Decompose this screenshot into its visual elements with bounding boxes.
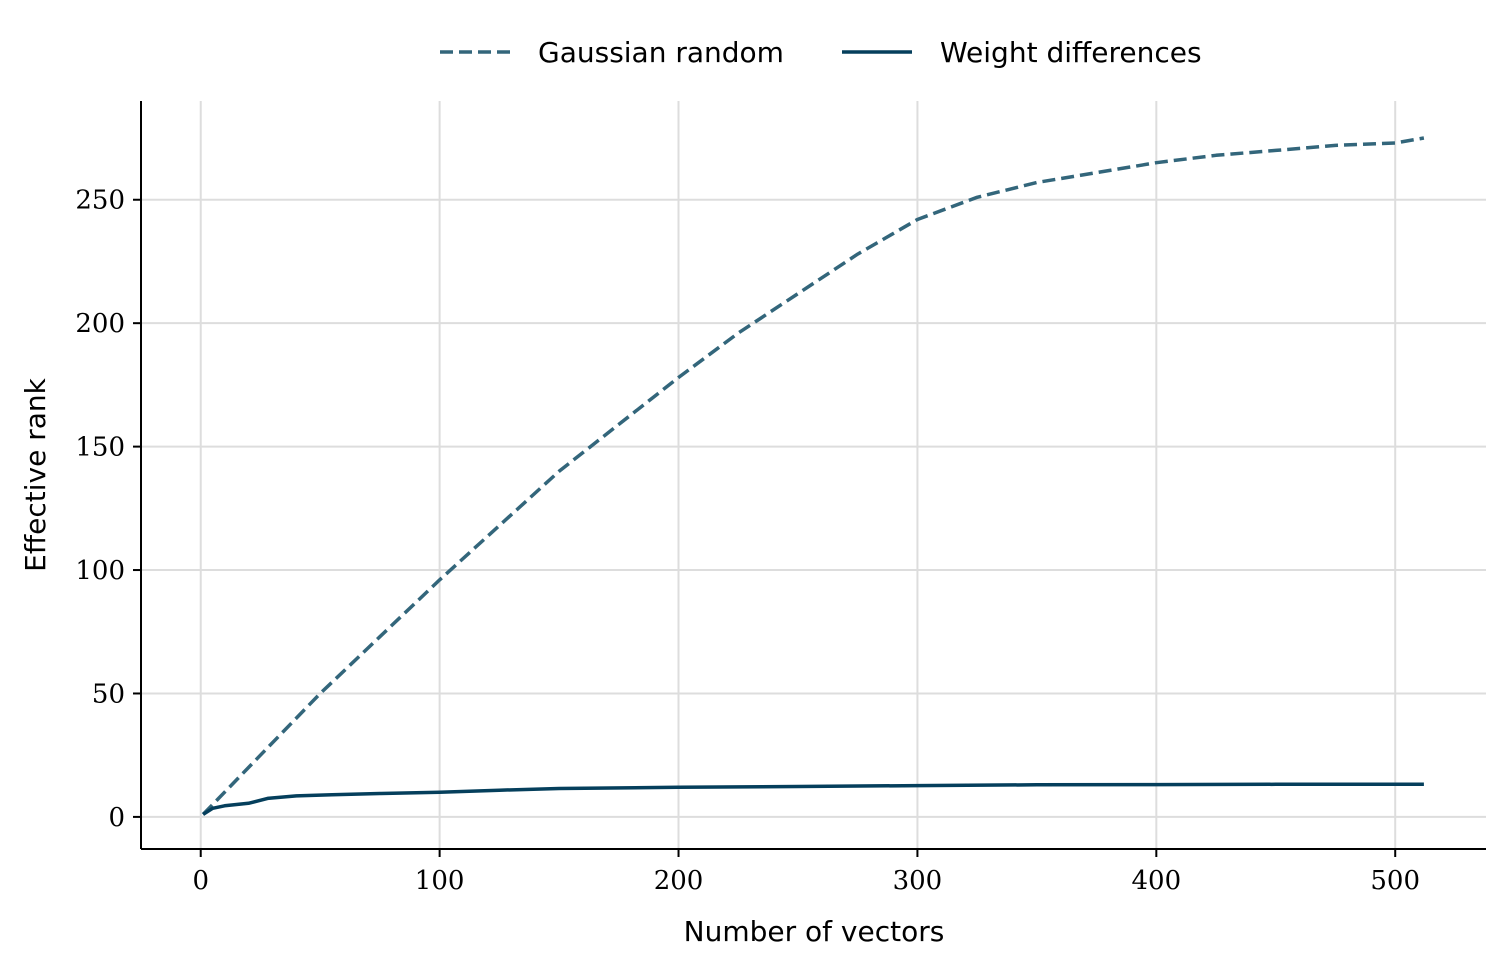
y-tick-label: 100	[75, 556, 125, 586]
series-line-weight-differences	[202, 782, 1424, 816]
x-tick-label: 100	[415, 866, 465, 896]
x-tick-label: 500	[1370, 866, 1420, 896]
series-line-gaussian-random	[201, 136, 1425, 816]
y-tick-label: 200	[75, 309, 125, 339]
x-tick-label: 300	[893, 866, 943, 896]
y-axis-label: Effective rank	[19, 377, 52, 571]
ticks: 0 100 200 300 400 500 0 50 100 150 200 250	[75, 186, 1420, 896]
plot-series	[201, 136, 1425, 816]
x-tick-label: 0	[192, 866, 209, 896]
legend-label: Weight differences	[940, 36, 1202, 69]
legend: Gaussian random Weight differences	[440, 36, 1202, 69]
axes	[140, 101, 1486, 850]
x-tick-label: 200	[654, 866, 704, 896]
y-tick-label: 50	[92, 679, 125, 709]
legend-label: Gaussian random	[538, 36, 784, 69]
y-tick-label: 250	[75, 186, 125, 216]
y-tick-label: 0	[108, 803, 125, 833]
grid-lines	[141, 101, 1486, 849]
x-axis-label: Number of vectors	[684, 915, 945, 948]
x-tick-label: 400	[1131, 866, 1181, 896]
y-tick-label: 150	[75, 433, 125, 463]
